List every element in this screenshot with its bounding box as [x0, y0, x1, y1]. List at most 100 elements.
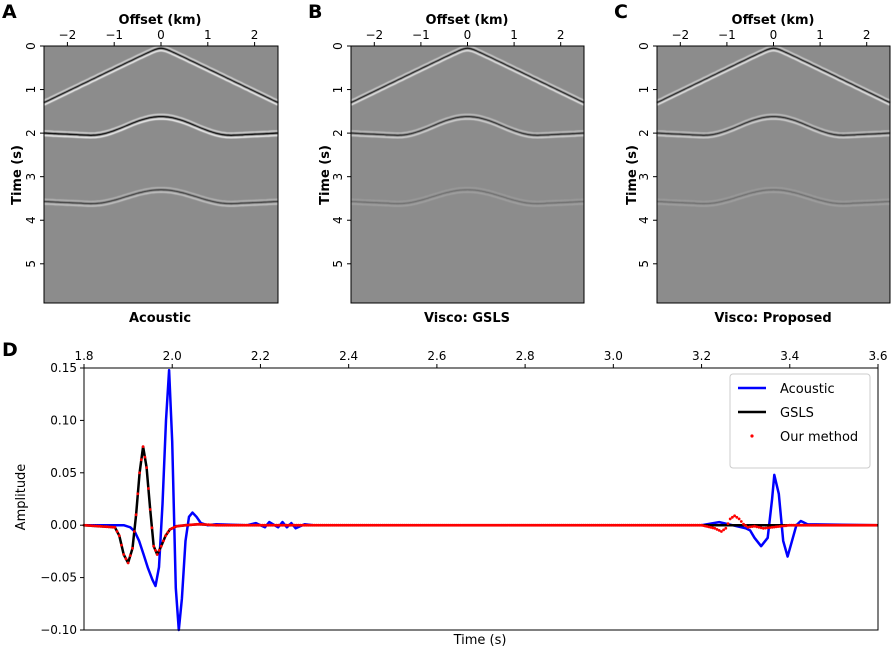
- data-point: [143, 455, 147, 459]
- data-point: [335, 523, 338, 527]
- data-point: [162, 539, 165, 543]
- data-point: [713, 526, 717, 530]
- data-point: [682, 523, 685, 527]
- data-point: [688, 523, 691, 527]
- panel-title: Visco: GSLS: [424, 311, 510, 326]
- data-point: [141, 445, 145, 448]
- data-point: [521, 523, 525, 527]
- event-reflection-1: [43, 113, 279, 139]
- data-point: [535, 523, 539, 527]
- data-point: [563, 523, 567, 527]
- data-point: [321, 523, 324, 527]
- data-point: [239, 523, 242, 527]
- data-point: [696, 523, 699, 527]
- data-point: [826, 523, 830, 527]
- data-point: [862, 523, 866, 527]
- data-point: [463, 523, 467, 527]
- data-point: [856, 523, 860, 527]
- data-point: [443, 523, 447, 527]
- data-point: [329, 523, 332, 527]
- data-point: [547, 523, 551, 527]
- x-tick-label: 1: [816, 28, 824, 42]
- data-point: [511, 523, 515, 527]
- panel-b: B Offset (km) Time (s) −2 −1 0 1 2 0 1 2 3 4 5 Vis…: [308, 1, 585, 326]
- data-point: [111, 525, 115, 529]
- x-tick-label: 2.2: [251, 349, 270, 363]
- data-point: [126, 561, 130, 565]
- data-point: [587, 523, 591, 527]
- event-peak: [656, 47, 891, 104]
- x-axis-title: Offset (km): [119, 13, 202, 28]
- x-tick-label: 1.8: [74, 349, 93, 363]
- data-point: [670, 523, 673, 527]
- data-point: [279, 523, 282, 527]
- data-point: [105, 525, 108, 529]
- event-trough: [43, 49, 279, 106]
- data-point: [537, 523, 541, 527]
- data-point: [225, 523, 228, 527]
- data-point: [676, 523, 679, 527]
- data-point: [349, 523, 353, 527]
- data-point: [437, 523, 441, 527]
- data-point: [611, 523, 615, 527]
- y-tick-label: −0.10: [40, 623, 77, 637]
- y-axis-title: Time (s): [625, 145, 640, 205]
- data-point: [491, 523, 495, 527]
- image-background: [44, 46, 278, 303]
- data-point: [403, 523, 407, 527]
- data-point: [90, 524, 94, 528]
- data-point: [842, 523, 846, 527]
- data-point: [523, 523, 527, 527]
- data-point: [351, 523, 355, 527]
- data-point: [367, 523, 371, 527]
- data-point: [457, 523, 461, 527]
- data-point: [471, 523, 475, 527]
- event-peak: [350, 47, 585, 104]
- data-point: [413, 523, 417, 527]
- data-point: [295, 523, 298, 527]
- event-reflection-2: [656, 186, 891, 207]
- event-reflection-1: [656, 113, 891, 139]
- y-tick-label: 1: [331, 86, 345, 94]
- data-point: [499, 523, 503, 527]
- data-point: [638, 523, 641, 527]
- data-point: [816, 523, 820, 527]
- data-point: [573, 523, 577, 527]
- data-point: [509, 523, 513, 527]
- x-tick-label: 1: [510, 28, 518, 42]
- data-point: [583, 523, 587, 527]
- data-point: [97, 524, 100, 528]
- data-point: [267, 523, 270, 527]
- data-point: [415, 523, 419, 527]
- data-point: [467, 523, 471, 527]
- data-point: [241, 523, 244, 527]
- data-point: [613, 523, 617, 527]
- y-tick-label: 4: [24, 216, 38, 224]
- data-point: [660, 523, 663, 527]
- data-point: [790, 523, 794, 527]
- x-tick-label: 0: [770, 28, 778, 42]
- data-point: [788, 523, 792, 527]
- event-peak: [350, 188, 585, 205]
- data-point: [648, 523, 651, 527]
- data-point: [768, 526, 772, 529]
- data-point: [365, 523, 369, 527]
- y-tick-label: −0.05: [40, 571, 77, 585]
- data-point: [832, 523, 836, 527]
- data-point: [451, 523, 455, 527]
- x-tick-label: 0: [464, 28, 472, 42]
- data-point: [674, 523, 677, 527]
- data-point: [423, 523, 427, 527]
- data-point: [136, 492, 140, 496]
- data-point: [291, 523, 294, 527]
- data-point: [680, 523, 683, 527]
- data-point: [289, 523, 292, 527]
- x-tick-label: 2.8: [516, 349, 535, 363]
- data-point: [794, 523, 798, 527]
- data-point: [473, 523, 477, 527]
- data-point: [251, 523, 254, 527]
- event-peak: [656, 188, 891, 205]
- data-point: [860, 523, 864, 527]
- legend-swatch: [750, 434, 754, 438]
- panel-letter: C: [614, 1, 628, 23]
